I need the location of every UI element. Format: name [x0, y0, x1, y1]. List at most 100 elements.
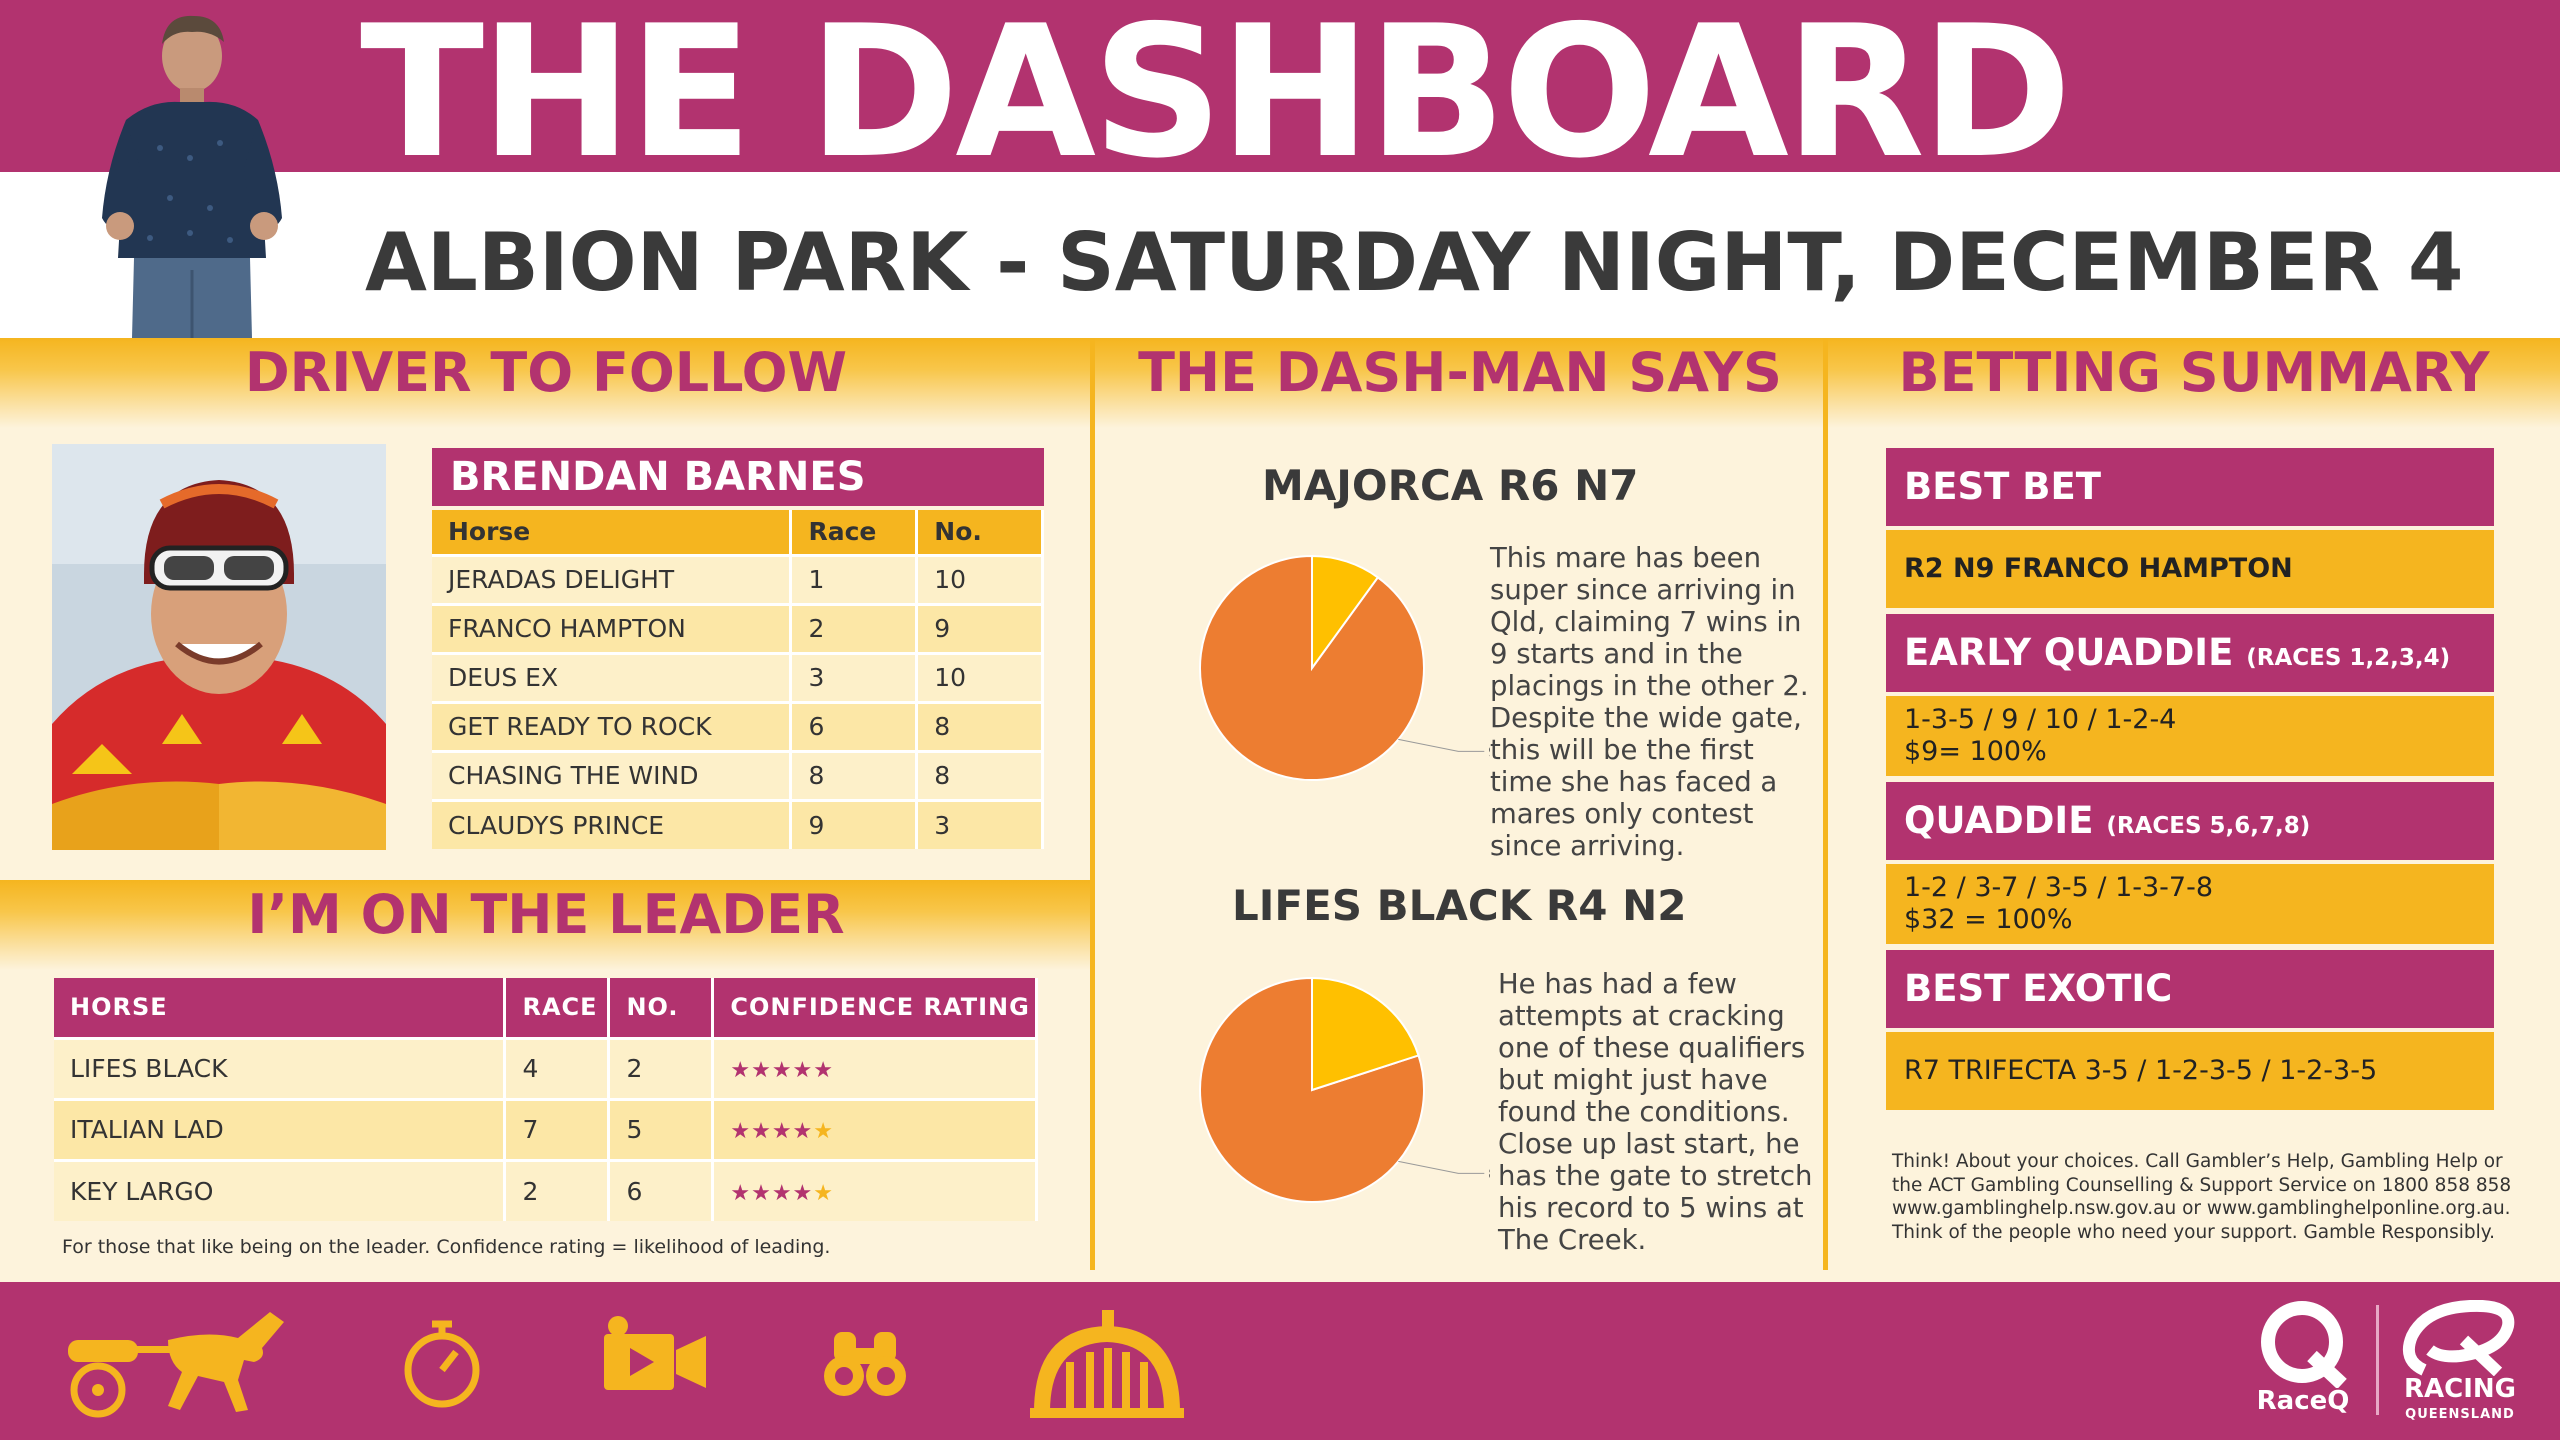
pie-data-label: 80% — [1488, 1167, 1490, 1182]
race-cell: 3 — [790, 651, 919, 702]
pie-data-label: 90% — [1488, 745, 1490, 760]
driver-name: BRENDAN BARNES — [432, 448, 1044, 506]
column-header-no: NO. — [608, 978, 715, 1038]
host-photo — [102, 15, 282, 338]
racing-queensland-logo-main: RACING — [2404, 1374, 2516, 1404]
driver-section-title: DRIVER TO FOLLOW — [244, 341, 848, 404]
table-row: ITALIAN LAD 7 5 ★★★★★ — [54, 1097, 1038, 1160]
leader-table: HORSE RACE NO. CONFIDENCE RATING LIFES B… — [54, 978, 1038, 1221]
horse-cell: GET READY TO ROCK — [432, 700, 793, 751]
confidence-rating: ★★★★★ — [712, 1036, 1038, 1099]
number-cell: 6 — [608, 1158, 715, 1221]
star-filled-icon: ★ — [730, 1119, 752, 1144]
table-row: CLAUDYS PRINCE 9 3 — [432, 798, 1044, 849]
early-quaddie-box: 1-3-5 / 9 / 10 / 1-2-4 $9= 100% — [1886, 696, 2494, 776]
confidence-pie-chart: 90% — [1199, 554, 1490, 781]
star-filled-icon: ★ — [792, 1180, 814, 1206]
early-quaddie-races: (RACES 1,2,3,4) — [2246, 645, 2451, 671]
star-empty-icon: ★ — [813, 1119, 834, 1144]
star-filled-icon: ★ — [771, 1180, 793, 1206]
number-cell: 5 — [608, 1097, 715, 1160]
column-divider — [1823, 338, 1828, 1270]
stopwatch-icon[interactable] — [396, 1300, 488, 1422]
quaddie-selections: 1-2 / 3-7 / 3-5 / 1-3-7-8 — [1904, 872, 2214, 903]
confidence-rating: ★★★★★ — [712, 1158, 1038, 1221]
best-bet-value: R2 N9 FRANCO HAMPTON — [1886, 530, 2494, 608]
quaddie-races: (RACES 5,6,7,8) — [2106, 813, 2311, 839]
footer-bar — [0, 1282, 2560, 1440]
confidence-pie-chart: 80% — [1199, 976, 1490, 1203]
leader-section-title: I’M ON THE LEADER — [247, 883, 845, 946]
number-cell: 9 — [916, 602, 1044, 653]
responsible-gambling-notice: Think! About your choices. Call Gambler’… — [1892, 1151, 2512, 1243]
pick-title: MAJORCA R6 N7 — [1262, 461, 1639, 510]
driver-section-band — [0, 338, 1092, 428]
early-quaddie-selections: 1-3-5 / 9 / 10 / 1-2-4 — [1904, 704, 2177, 735]
page-subtitle: ALBION PARK - SATURDAY NIGHT, DECEMBER 4 — [365, 216, 2464, 309]
quaddie-box: 1-2 / 3-7 / 3-5 / 1-3-7-8 $32 = 100% — [1886, 864, 2494, 944]
early-quaddie-heading: EARLY QUADDIE (RACES 1,2,3,4) — [1886, 614, 2494, 692]
column-header-no: No. — [916, 510, 1044, 555]
race-cell: 2 — [504, 1158, 611, 1221]
star-filled-icon: ★ — [751, 1119, 772, 1144]
column-header-confidence: CONFIDENCE RATING — [712, 978, 1038, 1038]
pie-slice-remainder — [1311, 976, 1420, 1092]
pie-leader-line — [1398, 1160, 1485, 1174]
driver-photo — [52, 444, 386, 850]
number-cell: 8 — [916, 749, 1044, 800]
early-quaddie-title: EARLY QUADDIE — [1904, 631, 2234, 674]
column-divider — [1090, 338, 1095, 1270]
horse-cell: KEY LARGO — [54, 1158, 507, 1221]
table-row: JERADAS DELIGHT 1 10 — [432, 553, 1044, 604]
raceq-logo — [2261, 1301, 2347, 1388]
star-filled-icon: ★ — [813, 1058, 835, 1083]
pie-slice-remainder — [1311, 554, 1380, 672]
race-cell: 2 — [790, 602, 919, 653]
star-filled-icon: ★ — [751, 1180, 772, 1206]
race-cell: 9 — [790, 798, 919, 849]
race-cell: 6 — [790, 700, 919, 751]
racing-queensland-logo-sub: QUEENSLAND — [2405, 1407, 2515, 1422]
horse-cell: ITALIAN LAD — [54, 1097, 507, 1160]
horse-cell: JERADAS DELIGHT — [432, 553, 793, 604]
quaddie-title: QUADDIE — [1904, 799, 2094, 842]
leader-note: For those that like being on the leader.… — [62, 1236, 831, 1258]
quaddie-heading: QUADDIE (RACES 5,6,7,8) — [1886, 782, 2494, 860]
star-filled-icon: ★ — [792, 1119, 814, 1144]
race-cell: 1 — [790, 553, 919, 604]
quaddie-stake: $32 = 100% — [1904, 904, 2073, 935]
number-cell: 10 — [916, 553, 1044, 604]
star-filled-icon: ★ — [771, 1058, 793, 1083]
racecourse-gate-icon[interactable] — [1030, 1300, 1184, 1422]
pick-description: This mare has been super since arriving … — [1490, 542, 1809, 862]
video-camera-icon[interactable] — [600, 1300, 710, 1422]
harness-racing-icon[interactable] — [48, 1300, 288, 1422]
pick-description: He has had a few attempts at cracking on… — [1498, 968, 1813, 1256]
driver-table: Horse Race No. JERADAS DELIGHT 1 10 FRAN… — [432, 510, 1044, 849]
betting-section-band — [1828, 338, 2560, 428]
early-quaddie-stake: $9= 100% — [1904, 736, 2047, 767]
star-filled-icon: ★ — [792, 1058, 814, 1083]
page-title: THE DASHBOARD — [360, 0, 2072, 198]
horse-cell: FRANCO HAMPTON — [432, 602, 793, 653]
horse-cell: DEUS EX — [432, 651, 793, 702]
star-filled-icon: ★ — [751, 1058, 772, 1083]
header-banner — [0, 0, 2560, 172]
column-header-horse: Horse — [432, 510, 793, 555]
dashman-section-title: THE DASH-MAN SAYS — [1138, 341, 1782, 404]
binoculars-icon[interactable] — [820, 1300, 910, 1422]
number-cell: 10 — [916, 651, 1044, 702]
best-bet-heading: BEST BET — [1886, 448, 2494, 526]
race-cell: 7 — [504, 1097, 611, 1160]
number-cell: 3 — [916, 798, 1044, 849]
number-cell: 8 — [916, 700, 1044, 751]
table-row: KEY LARGO 2 6 ★★★★★ — [54, 1158, 1038, 1221]
table-row: LIFES BLACK 4 2 ★★★★★ — [54, 1036, 1038, 1099]
betting-section-title: BETTING SUMMARY — [1898, 341, 2490, 404]
confidence-rating: ★★★★★ — [712, 1097, 1038, 1160]
race-cell: 4 — [504, 1036, 611, 1099]
horse-cell: CLAUDYS PRINCE — [432, 798, 793, 849]
raceq-logo-text: RaceQ — [2256, 1386, 2350, 1416]
table-row: CHASING THE WIND 8 8 — [432, 749, 1044, 800]
logo-divider — [2376, 1305, 2379, 1415]
